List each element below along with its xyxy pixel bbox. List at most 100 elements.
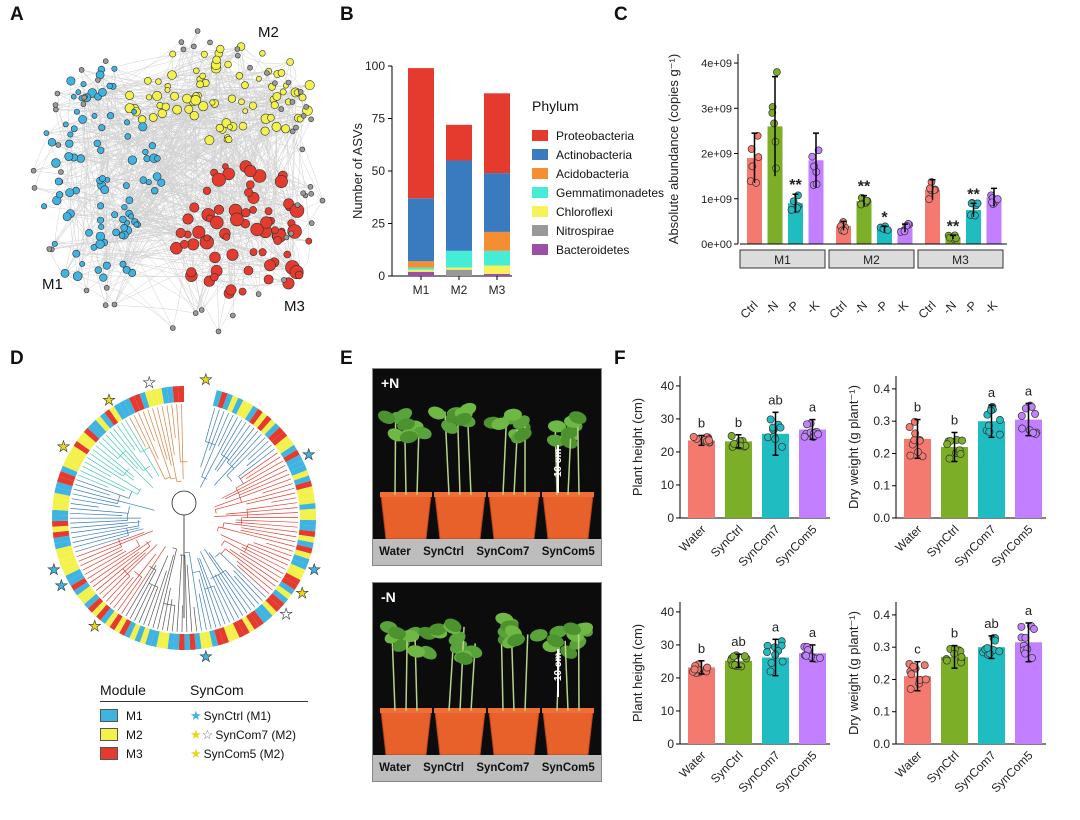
module-ring-segment <box>257 415 272 432</box>
module-ring-segment <box>258 604 273 620</box>
network-edge <box>51 232 117 250</box>
module-ring-segment <box>58 555 76 566</box>
data-point <box>802 651 811 660</box>
star-icon: ★ <box>190 726 202 742</box>
network-node <box>124 133 132 140</box>
network-edge <box>76 46 194 112</box>
tree-arc <box>244 543 249 553</box>
module-ring-segment <box>285 454 303 467</box>
tree-branch <box>70 525 128 534</box>
tree-branch <box>84 550 127 575</box>
network-edge <box>114 68 301 120</box>
tree-branch <box>90 540 151 584</box>
leaf <box>569 411 587 424</box>
star-icon: ★ <box>102 392 115 409</box>
panel-letter-e: E <box>340 348 353 369</box>
bar-segment <box>484 250 510 266</box>
module-ring-segment <box>244 405 259 422</box>
bar-segment <box>408 267 434 270</box>
legend-swatch <box>532 244 548 255</box>
network-node <box>272 92 282 101</box>
tree-branch <box>147 409 172 480</box>
stacked-bar-chart: 0 25 50 75 100 Number of ASVs M1 M2 M3 <box>350 59 512 297</box>
tree-branch <box>82 549 123 571</box>
x-tick-label: -P <box>783 298 801 316</box>
network-node <box>95 231 106 242</box>
network-edge <box>65 124 246 167</box>
data-point <box>814 430 823 439</box>
bar-segment <box>484 265 510 274</box>
legend-swatch <box>532 130 548 141</box>
tree-arc <box>192 570 200 574</box>
network-node <box>122 182 130 189</box>
bar-segment <box>446 269 472 276</box>
tree-branch <box>181 403 184 480</box>
network-node <box>189 111 199 121</box>
tree-arc <box>240 517 243 526</box>
network-edge <box>55 109 128 123</box>
network-node <box>207 39 213 46</box>
leaf <box>419 645 437 660</box>
network-node <box>286 58 294 66</box>
network-node <box>91 112 98 119</box>
tree-arc <box>134 570 142 578</box>
module-ring-segment <box>155 388 165 405</box>
module-ring-segment <box>246 613 260 630</box>
network-edge <box>232 126 323 201</box>
data-point <box>906 685 915 693</box>
module-legend-item: M3 <box>100 744 190 763</box>
network-node <box>242 108 248 114</box>
tree-branch <box>171 404 176 439</box>
legend-item: Bacteroidetes <box>532 240 682 259</box>
tree-arc <box>220 540 225 546</box>
significance-letter: b <box>698 415 705 430</box>
x-tick-label: Water <box>676 748 708 780</box>
tree-arc <box>149 565 157 571</box>
module-ring-segment <box>268 427 284 442</box>
network-edge <box>237 48 291 64</box>
network-edge <box>76 253 284 281</box>
network-node <box>80 81 87 88</box>
module-ring-segment <box>84 593 100 609</box>
pot-label: SynCtrl <box>423 762 464 774</box>
pot-label: SynCom7 <box>476 762 530 774</box>
network-node <box>255 291 262 297</box>
significance-letter: c <box>914 642 921 657</box>
bar-segment <box>484 231 510 251</box>
module-ring-segment <box>292 554 310 565</box>
tree-branch <box>247 441 269 461</box>
significance-letter: a <box>809 625 817 640</box>
network-node <box>222 233 231 241</box>
network-node <box>293 124 299 131</box>
module-ring-segment <box>53 535 71 544</box>
module-ring-segment <box>68 573 85 586</box>
network-edge <box>154 190 271 266</box>
data-point <box>772 164 780 173</box>
data-point <box>862 196 871 205</box>
network-node <box>196 80 204 89</box>
tree-branch <box>229 430 259 465</box>
data-point <box>1030 625 1038 633</box>
network-edge <box>159 105 277 128</box>
x-tick-label: -N <box>940 298 959 317</box>
network-edge <box>218 179 259 295</box>
significance-letter: b <box>735 415 742 430</box>
module-ring-segment <box>60 559 78 571</box>
module-ring-segment <box>52 504 69 511</box>
network-edge <box>55 64 229 110</box>
x-tick-label: -N <box>851 298 870 317</box>
data-point <box>1018 424 1027 433</box>
tree-branch <box>240 529 296 543</box>
network-node <box>67 131 74 138</box>
network-node <box>216 44 225 54</box>
tree-branch <box>70 520 128 524</box>
network-edge <box>59 181 291 267</box>
network-node <box>72 271 83 282</box>
network-node <box>226 248 239 261</box>
tree-branch <box>75 535 129 553</box>
module-ring-segment <box>52 509 69 516</box>
y-tick-label: 40 <box>661 379 675 393</box>
network-node <box>289 128 296 135</box>
network-node <box>95 239 105 249</box>
module-ring-segment <box>280 444 297 458</box>
